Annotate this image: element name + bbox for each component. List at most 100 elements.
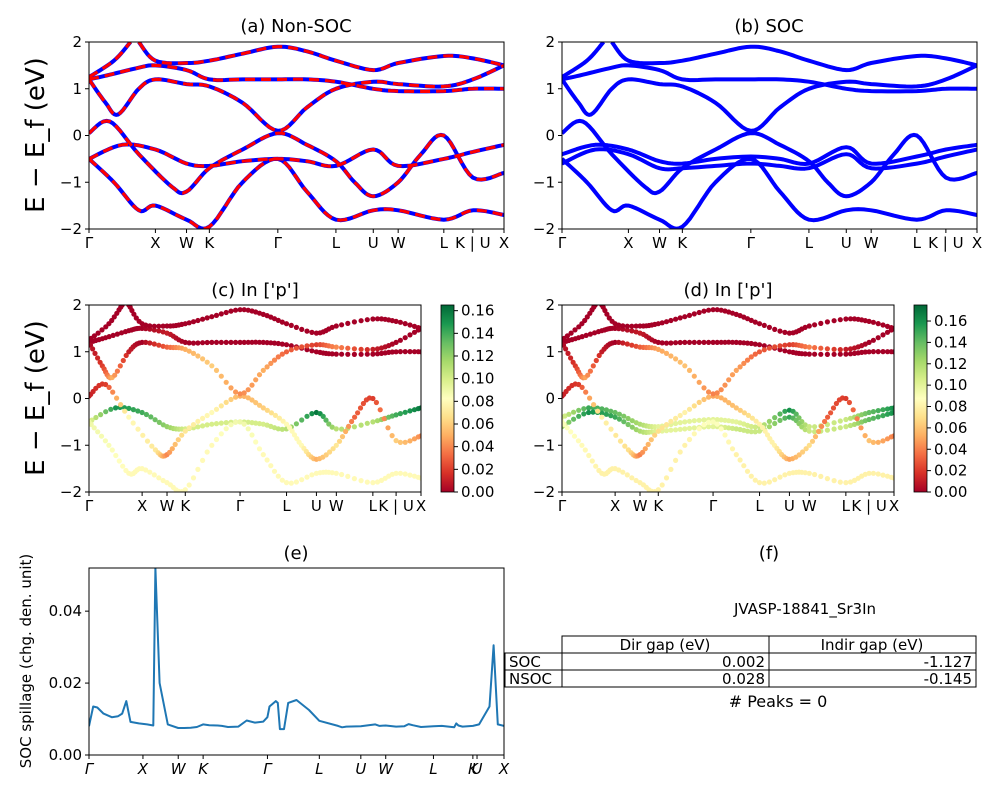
projected-point — [179, 432, 185, 438]
projected-point — [759, 424, 766, 431]
panel-d-title: (d) In ['p'] — [684, 280, 773, 301]
projected-point — [333, 442, 339, 448]
projected-point — [147, 469, 153, 475]
projected-point — [616, 416, 623, 422]
projected-point — [156, 328, 162, 334]
projected-point — [880, 472, 886, 478]
x-tick-label: L — [805, 234, 814, 252]
projected-point — [620, 469, 626, 475]
projected-point — [806, 442, 812, 448]
projected-point — [633, 343, 639, 349]
projected-point — [268, 463, 274, 469]
projected-point — [772, 420, 778, 427]
projected-point — [333, 323, 339, 329]
row-label-nsoc: NSOC — [509, 670, 552, 688]
projected-point — [370, 395, 376, 402]
projected-point — [772, 415, 778, 421]
projected-point — [843, 416, 849, 423]
projected-point — [397, 411, 403, 417]
projected-point — [279, 426, 285, 432]
projected-point — [587, 368, 594, 374]
x-tick-label: W — [378, 760, 394, 778]
projected-point — [616, 322, 622, 328]
projected-point — [355, 410, 361, 416]
projected-point — [195, 418, 201, 424]
projected-point — [112, 372, 118, 378]
projected-point — [880, 413, 886, 419]
projected-point — [701, 417, 707, 423]
projected-point — [209, 421, 215, 427]
projected-point — [828, 410, 834, 416]
projected-point — [612, 409, 618, 416]
projected-point — [151, 327, 157, 333]
projected-point — [837, 425, 843, 431]
projected-point — [200, 423, 206, 429]
projected-point — [279, 341, 285, 347]
projected-point — [603, 420, 609, 426]
projected-point — [233, 394, 239, 400]
projected-point — [402, 321, 408, 327]
band-line — [562, 63, 977, 94]
projected-point — [160, 343, 166, 349]
projected-point — [645, 441, 651, 447]
projected-point — [802, 427, 808, 433]
projected-point — [837, 351, 843, 357]
x-tick-label: X — [972, 234, 982, 252]
projected-point — [571, 433, 578, 439]
projected-point — [659, 482, 665, 488]
projected-point — [722, 397, 728, 403]
projected-point — [677, 449, 683, 455]
projected-point — [668, 427, 674, 433]
projected-point — [726, 439, 732, 445]
projected-point — [576, 413, 582, 419]
projected-point — [673, 420, 679, 427]
projected-point — [99, 327, 105, 333]
projected-point — [777, 343, 783, 349]
projected-point — [677, 359, 683, 365]
projected-point — [329, 351, 335, 357]
projected-point — [722, 382, 728, 388]
projected-point — [875, 335, 881, 341]
projected-point — [260, 367, 266, 373]
projected-point — [407, 349, 413, 355]
x-tick-label: W — [802, 497, 817, 515]
projected-point — [761, 343, 767, 349]
projected-point — [686, 367, 693, 373]
band-line — [89, 63, 504, 93]
x-tick-label: K — [677, 234, 688, 252]
projected-point — [604, 311, 610, 317]
projected-point — [389, 349, 395, 355]
x-tick-label: Γ — [274, 234, 283, 252]
panel-b-title: (b) SOC — [734, 16, 803, 37]
x-tick-label: U — [472, 760, 483, 778]
x-tick-label: K | U — [455, 234, 490, 252]
projected-point — [223, 379, 229, 385]
projected-point — [336, 438, 343, 444]
projected-point — [824, 319, 831, 325]
projected-point — [682, 363, 688, 369]
projected-point — [806, 428, 812, 434]
projected-point — [677, 315, 683, 321]
projected-point — [89, 421, 94, 427]
projected-point — [659, 320, 665, 326]
projected-point — [564, 425, 570, 431]
projected-point — [766, 479, 773, 485]
projected-point — [358, 318, 364, 324]
projected-point — [613, 432, 619, 438]
y-axis-label-middle: E − E_f (eV) — [21, 320, 51, 476]
projected-point — [737, 457, 743, 463]
projected-point — [744, 357, 751, 363]
projected-point — [741, 463, 747, 469]
projected-point — [200, 316, 206, 322]
projected-point — [397, 337, 403, 343]
projected-point — [866, 339, 872, 345]
projected-point — [668, 340, 674, 346]
projected-point — [696, 426, 702, 432]
projected-point — [718, 417, 724, 423]
projected-point — [260, 405, 266, 411]
projected-point — [706, 389, 712, 395]
projected-point — [629, 342, 635, 348]
projected-point — [663, 350, 670, 356]
projected-point — [126, 414, 132, 420]
projected-point — [190, 475, 197, 481]
